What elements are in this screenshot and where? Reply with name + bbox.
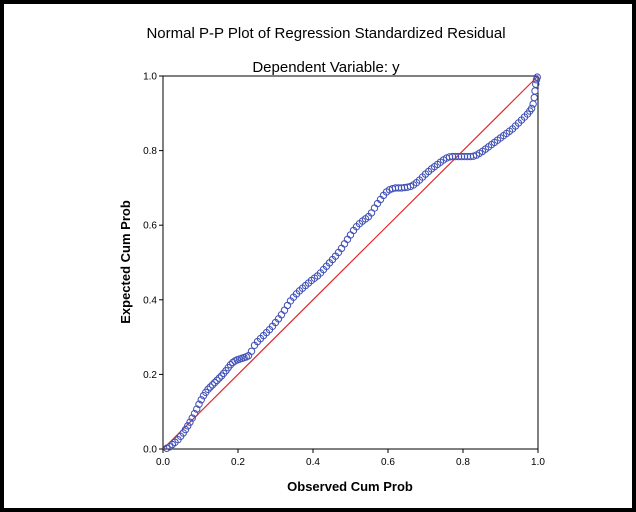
data-point xyxy=(247,347,256,355)
chart-subtitle: Dependent Variable: y xyxy=(252,59,400,76)
data-point xyxy=(181,425,190,434)
chart-title: Normal P-P Plot of Regression Standardiz… xyxy=(146,25,505,42)
x-tick-label: 0.6 xyxy=(381,457,395,468)
data-point xyxy=(184,422,192,430)
y-tick-label: 0.0 xyxy=(143,445,157,456)
x-tick-label: 0.4 xyxy=(306,457,320,468)
data-point xyxy=(215,374,223,382)
pp-plot-chart: Normal P-P Plot of Regression Standardiz… xyxy=(118,25,545,494)
data-point xyxy=(190,409,199,418)
y-axis: 0.0 0.2 0.4 0.6 0.8 1.0 xyxy=(143,72,163,456)
x-axis: 0.0 0.2 0.4 0.6 0.8 1.0 xyxy=(156,449,545,468)
data-point xyxy=(204,385,212,394)
y-axis-label: Expected Cum Prob xyxy=(118,200,133,324)
x-tick-label: 0.0 xyxy=(156,457,170,468)
y-tick-label: 0.6 xyxy=(143,221,157,232)
data-point xyxy=(206,383,214,391)
x-tick-label: 0.2 xyxy=(231,457,245,468)
data-point xyxy=(186,418,194,426)
data-point xyxy=(226,361,235,369)
y-tick-label: 0.8 xyxy=(143,146,157,157)
data-point xyxy=(527,104,536,113)
x-axis-label: Observed Cum Prob xyxy=(287,479,413,494)
x-tick-label: 1.0 xyxy=(531,457,545,468)
data-point xyxy=(197,396,205,404)
data-point xyxy=(532,80,540,88)
y-tick-label: 0.2 xyxy=(143,370,157,381)
data-point xyxy=(188,414,196,422)
data-point xyxy=(195,400,203,408)
x-tick-label: 0.8 xyxy=(456,457,470,468)
data-point xyxy=(211,378,219,387)
reference-line xyxy=(162,75,539,450)
data-point xyxy=(193,405,201,413)
data-points xyxy=(163,73,541,452)
data-point xyxy=(213,376,221,385)
y-tick-label: 1.0 xyxy=(143,72,157,83)
data-point xyxy=(533,73,541,81)
data-point xyxy=(208,381,217,389)
y-tick-label: 0.4 xyxy=(143,295,157,306)
